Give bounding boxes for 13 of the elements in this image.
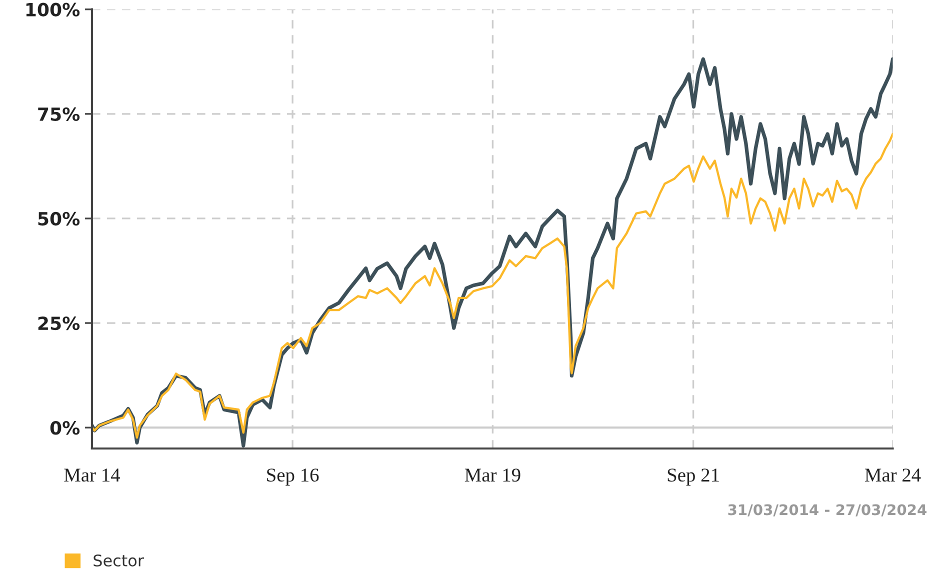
y-tick-label: 50% <box>38 212 80 226</box>
y-tick-label: 0% <box>50 421 80 435</box>
y-tick-label: 100% <box>26 2 80 16</box>
x-tick-label: Mar 19 <box>464 468 520 482</box>
x-tick-label: Sep 21 <box>668 468 719 486</box>
legend-label: Sector <box>94 554 144 567</box>
x-tick-label: Mar 24 <box>864 468 921 482</box>
line-series <box>92 132 893 439</box>
x-tick-label: Mar 14 <box>64 468 120 482</box>
y-tick-label: 75% <box>38 107 80 122</box>
text: 31/03/2014 - 27/03/2024 <box>728 504 926 516</box>
x-tick-label: Sep 16 <box>267 468 319 486</box>
y-tick-label: 25% <box>38 316 80 330</box>
